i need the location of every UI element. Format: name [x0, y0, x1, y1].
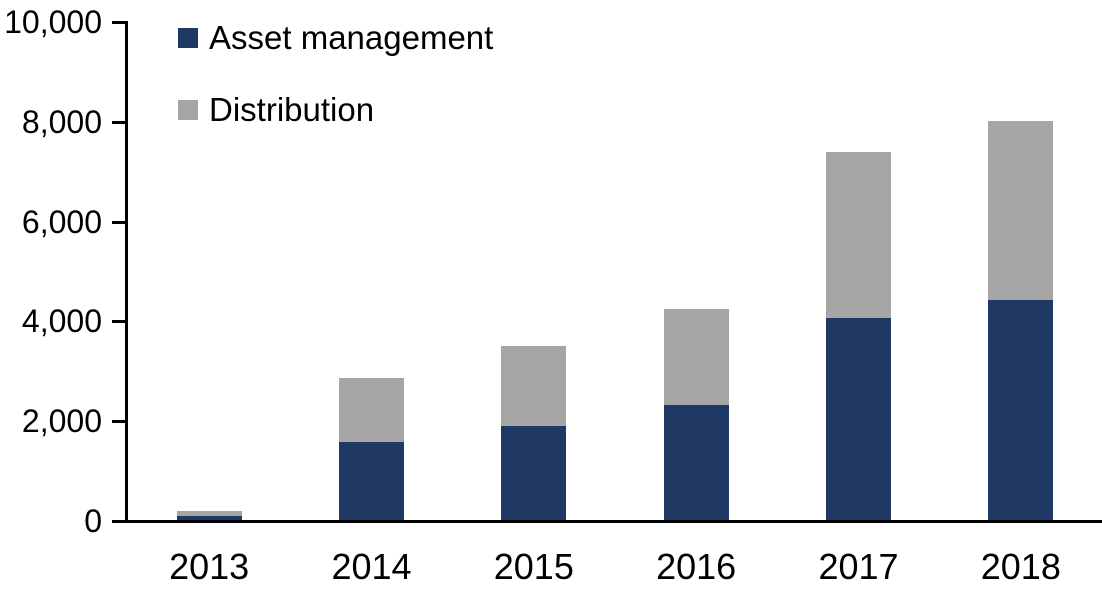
bar-2017	[826, 151, 891, 521]
bar-2014	[339, 377, 404, 521]
bar-segment-asset-management	[339, 442, 404, 521]
y-axis-line	[125, 21, 128, 523]
bar-segment-asset-management	[176, 516, 242, 521]
bar-segment-asset-management	[988, 299, 1054, 521]
x-axis-label: 2016	[656, 546, 737, 587]
x-axis-label: 2018	[980, 546, 1061, 587]
bar-segment-distribution	[988, 121, 1054, 300]
x-axis-label: 2015	[493, 546, 574, 587]
y-axis-tick	[112, 320, 125, 324]
legend-label: Asset management	[209, 19, 494, 56]
bar-segment-distribution	[501, 346, 567, 427]
bar-segment-asset-management	[663, 405, 729, 521]
bar-segment-distribution	[339, 377, 404, 443]
y-axis-tick-label: 8,000	[21, 103, 102, 140]
y-axis-tick-label: 2,000	[21, 403, 102, 440]
bar-2018	[988, 121, 1054, 521]
y-axis-tick-label: 4,000	[21, 303, 102, 340]
legend-item-asset-management: Asset management	[178, 16, 493, 60]
bar-segment-asset-management	[826, 318, 891, 521]
bar-segment-distribution	[176, 511, 242, 517]
bar-segment-distribution	[663, 308, 729, 406]
bar-2013	[176, 511, 242, 521]
legend-swatch-icon	[178, 100, 198, 120]
y-axis-tick-label: 6,000	[21, 203, 102, 240]
legend-label: Distribution	[209, 91, 375, 128]
x-axis-label: 2014	[331, 546, 412, 587]
bar-segment-asset-management	[501, 426, 567, 521]
bar-segment-distribution	[826, 151, 891, 319]
y-axis-tick	[112, 21, 125, 24]
x-axis-line	[112, 520, 1102, 523]
y-axis-tick	[112, 120, 125, 124]
y-axis-tick-label: 0	[84, 503, 102, 539]
x-axis-label: 2013	[169, 546, 250, 587]
y-axis-tick	[112, 220, 125, 224]
bar-2016	[663, 308, 729, 521]
x-axis-label: 2017	[818, 546, 899, 587]
y-axis-tick-label: 10,000	[4, 4, 102, 40]
legend-item-distribution: Distribution	[178, 88, 374, 132]
legend: Asset management Distribution	[178, 0, 598, 150]
legend-swatch-icon	[178, 28, 198, 48]
y-axis-tick	[112, 420, 125, 424]
bar-2015	[501, 346, 567, 521]
